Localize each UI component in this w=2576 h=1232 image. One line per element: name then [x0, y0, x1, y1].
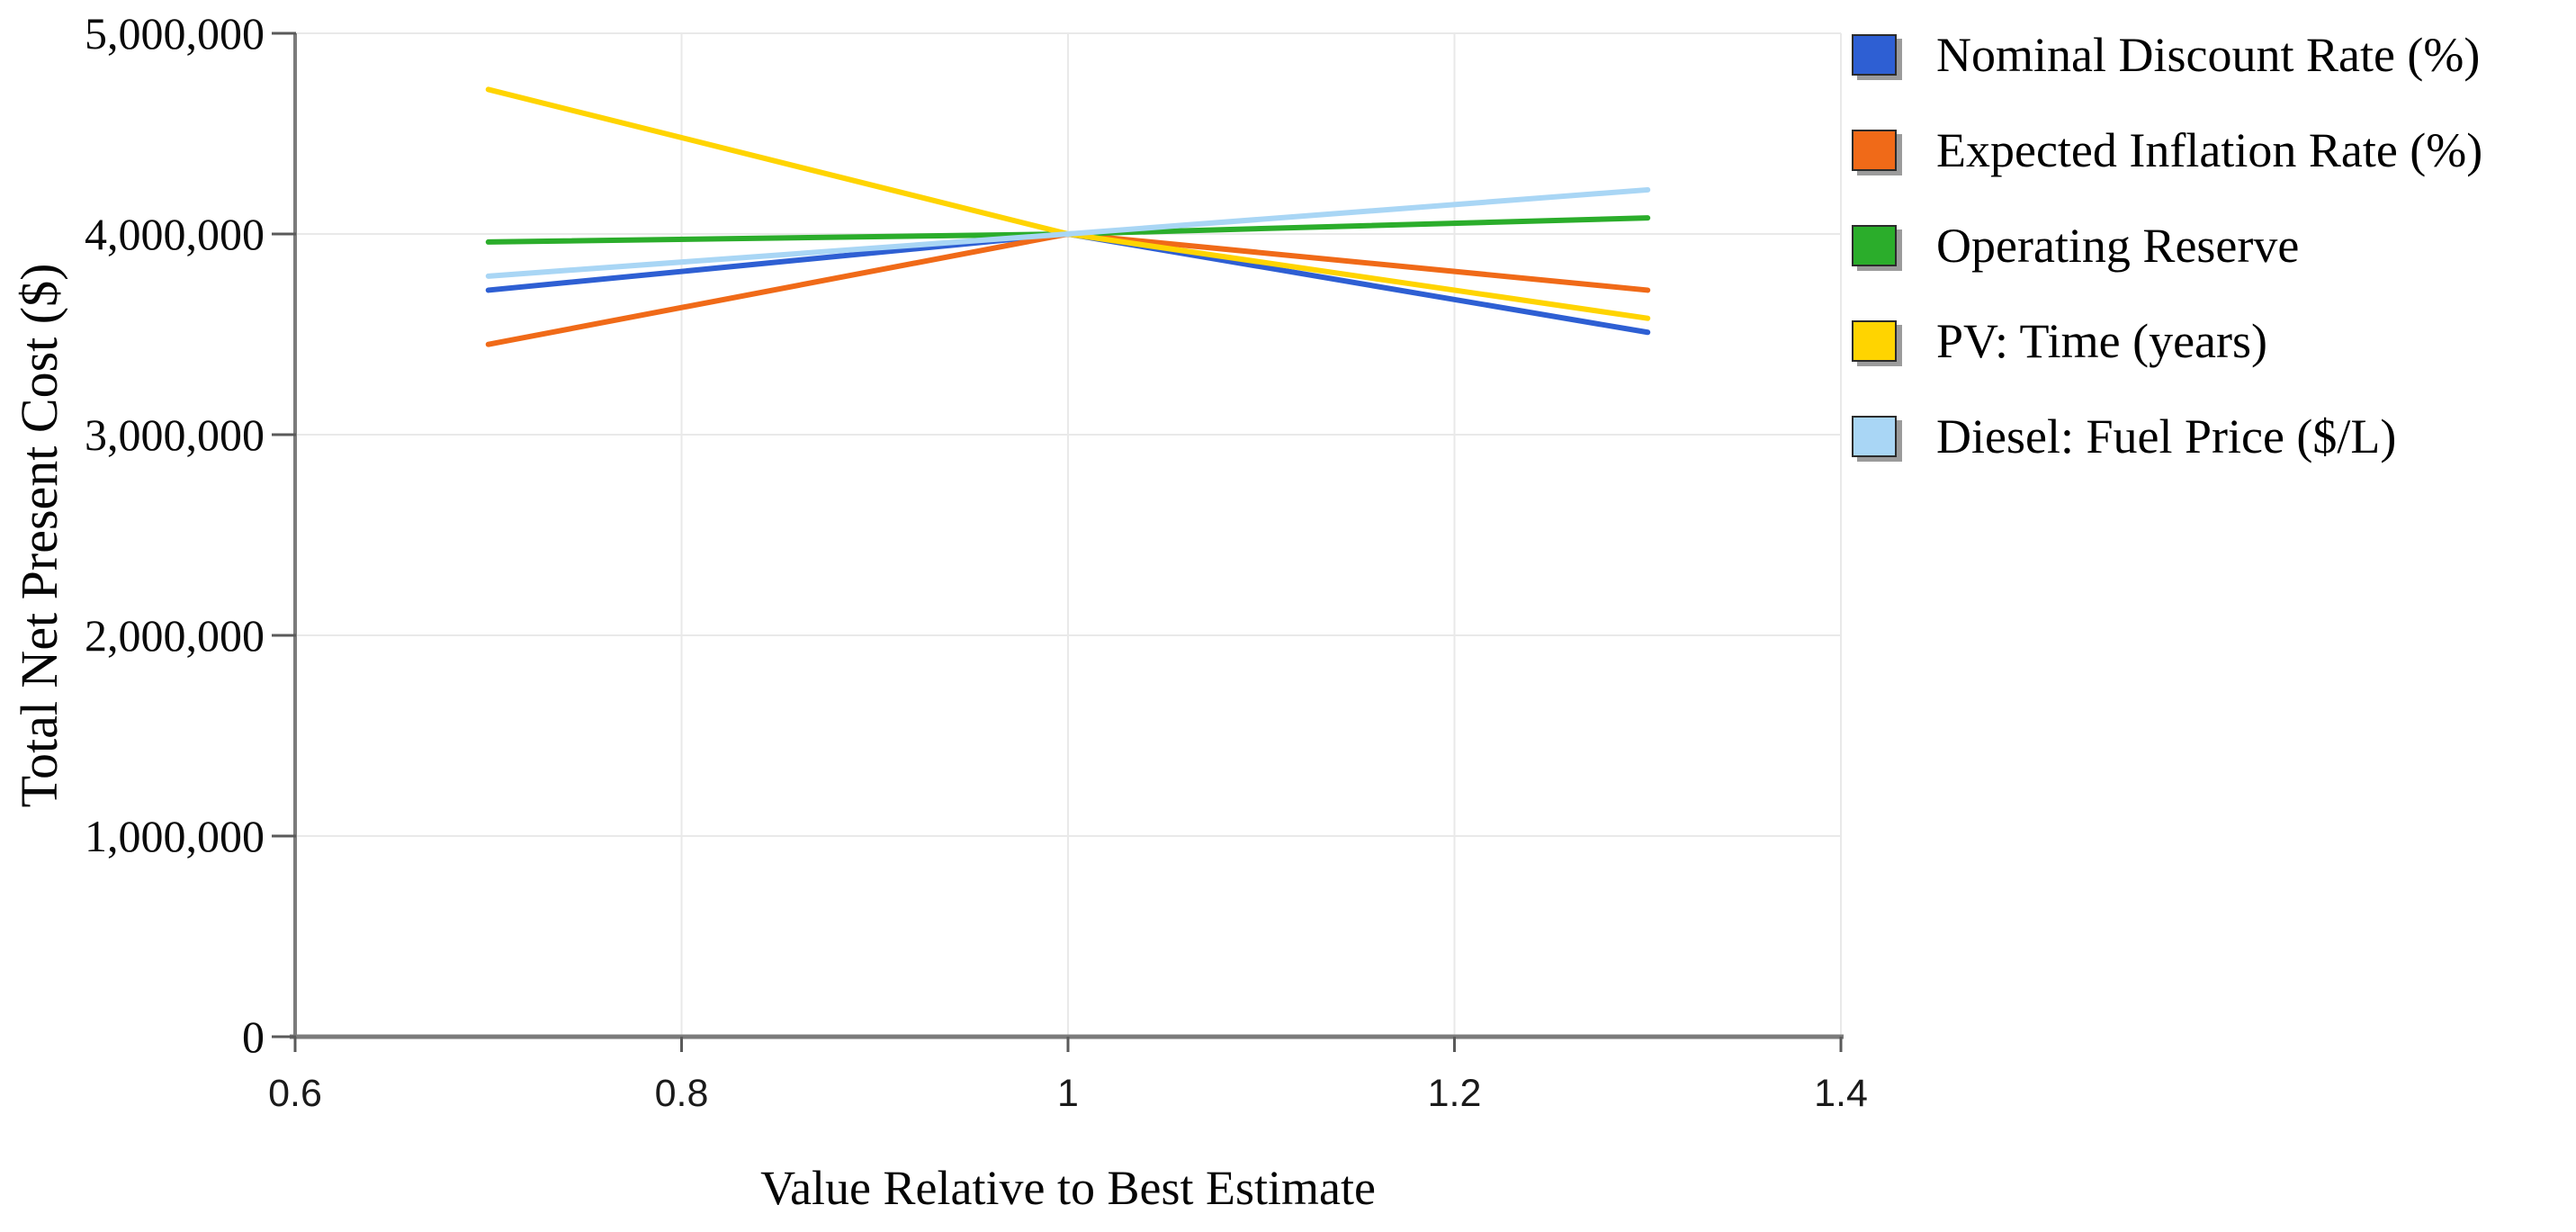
x-axis-title: Value Relative to Best Estimate: [760, 1161, 1376, 1215]
y-axis-title: Total Net Present Cost ($): [10, 263, 68, 808]
legend-item: Operating Reserve: [1852, 220, 2482, 271]
x-tick-label: 0.6: [268, 1072, 322, 1115]
legend-swatch-icon: [1852, 130, 1897, 171]
legend-item: Diesel: Fuel Price ($/L): [1852, 411, 2482, 462]
legend-label: Diesel: Fuel Price ($/L): [1936, 409, 2397, 463]
legend-label: Operating Reserve: [1936, 219, 2300, 273]
legend-item: PV: Time (years): [1852, 316, 2482, 366]
y-tick-label: 5,000,000: [85, 8, 265, 58]
legend-item: Expected Inflation Rate (%): [1852, 125, 2482, 175]
series-line-diesel-fuel-price-l: [485, 186, 1651, 279]
y-tick-label: 4,000,000: [85, 209, 265, 259]
y-tick-label: 0: [242, 1012, 265, 1062]
legend-label: Nominal Discount Rate (%): [1936, 28, 2481, 82]
y-tick-label: 2,000,000: [85, 610, 265, 661]
x-tick-label: 1.2: [1428, 1072, 1482, 1115]
y-tick-label: 1,000,000: [85, 811, 265, 861]
legend-swatch-icon: [1852, 320, 1897, 362]
legend-swatch-icon: [1852, 416, 1897, 457]
legend-item: Nominal Discount Rate (%): [1852, 30, 2482, 80]
legend-swatch-icon: [1852, 225, 1897, 266]
legend-swatch-icon: [1852, 34, 1897, 76]
x-tick-label: 1.4: [1814, 1072, 1868, 1115]
x-tick-label: 1: [1057, 1072, 1079, 1115]
x-tick-label: 0.8: [655, 1072, 709, 1115]
legend-label: Expected Inflation Rate (%): [1936, 123, 2483, 177]
legend-label: PV: Time (years): [1936, 314, 2268, 368]
y-tick-label: 3,000,000: [85, 409, 265, 460]
legend: Nominal Discount Rate (%) Expected Inflat…: [1852, 30, 2482, 462]
